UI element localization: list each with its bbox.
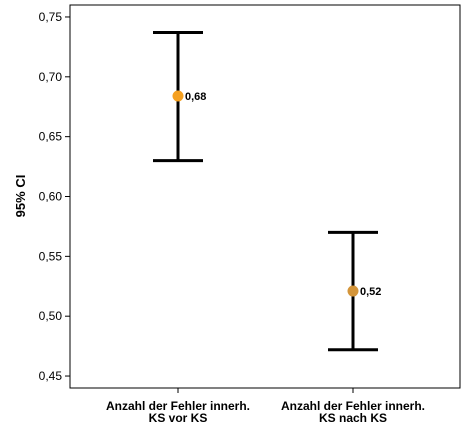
x-tick-label: Anzahl der Fehler innerh. KS nach KS [281, 399, 425, 425]
data-label: 0,68 [185, 91, 206, 103]
y-tick-label: 0,55 [39, 249, 63, 263]
plot-frame [69, 4, 461, 389]
mean-point [172, 90, 184, 102]
mean-point [347, 285, 359, 297]
y-tick-label: 0,75 [39, 10, 63, 24]
y-axis-label: 95% CI [13, 175, 28, 218]
y-tick-label: 0,45 [39, 369, 63, 383]
y-tick-label: 0,70 [39, 70, 63, 84]
x-axis: Anzahl der Fehler innerh. KS vor KS Anzahl… [106, 388, 425, 425]
y-axis: 0,45 0,50 0,55 0,60 0,65 0,70 0,75 [39, 10, 70, 383]
data-label: 0,52 [360, 286, 381, 298]
x-tick-label: Anzahl der Fehler innerh. KS vor KS [106, 399, 250, 425]
y-tick-label: 0,50 [39, 309, 63, 323]
y-tick-label: 0,65 [39, 130, 63, 144]
chart-marks: 0,68 0,52 [153, 31, 381, 352]
y-tick-label: 0,60 [39, 190, 63, 204]
